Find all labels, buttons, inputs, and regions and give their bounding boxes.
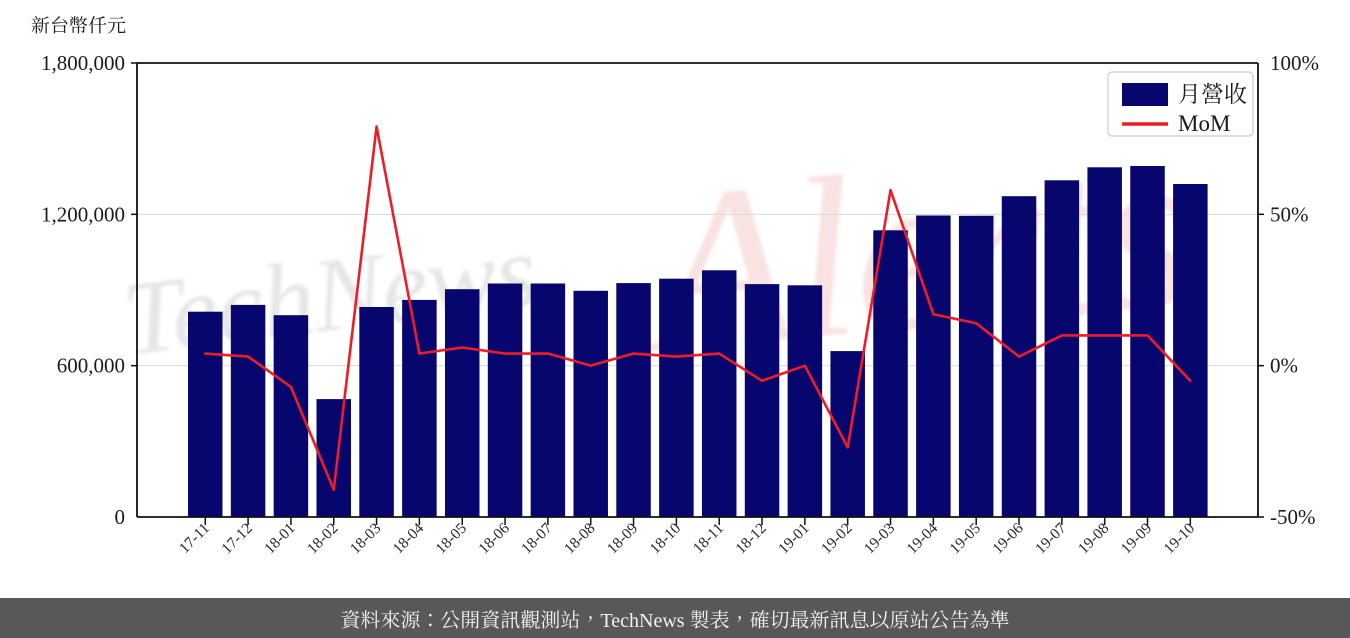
svg-text:18-10: 18-10	[647, 520, 685, 558]
svg-text:18-01: 18-01	[261, 520, 299, 558]
svg-text:17-12: 17-12	[218, 520, 256, 558]
svg-text:1,200,000: 1,200,000	[41, 202, 125, 226]
svg-text:18-12: 18-12	[732, 520, 770, 558]
svg-text:18-07: 18-07	[518, 520, 556, 558]
svg-text:19-08: 19-08	[1075, 520, 1113, 558]
svg-text:18-02: 18-02	[304, 520, 342, 558]
svg-text:100%: 100%	[1270, 51, 1319, 75]
svg-text:19-07: 19-07	[1032, 520, 1070, 558]
svg-text:18-08: 18-08	[561, 520, 599, 558]
svg-text:18-11: 18-11	[690, 520, 727, 557]
svg-text:19-03: 19-03	[861, 520, 899, 558]
svg-text:18-05: 18-05	[432, 520, 470, 558]
svg-text:19-02: 19-02	[818, 520, 856, 558]
svg-text:19-06: 19-06	[989, 520, 1027, 558]
svg-text:-50%: -50%	[1270, 505, 1316, 529]
svg-text:19-10: 19-10	[1161, 520, 1199, 558]
svg-text:1,800,000: 1,800,000	[41, 51, 125, 75]
svg-text:19-04: 19-04	[904, 520, 942, 558]
svg-text:0%: 0%	[1270, 354, 1298, 378]
svg-text:17-11: 17-11	[176, 520, 213, 557]
svg-text:MoM: MoM	[1178, 111, 1230, 136]
svg-text:19-05: 19-05	[946, 520, 984, 558]
svg-text:18-06: 18-06	[475, 520, 513, 558]
svg-text:18-09: 18-09	[604, 520, 642, 558]
svg-text:18-04: 18-04	[390, 520, 428, 558]
svg-text:月營收: 月營收	[1178, 82, 1247, 107]
svg-text:18-03: 18-03	[347, 520, 385, 558]
svg-text:19-09: 19-09	[1118, 520, 1156, 558]
svg-text:600,000: 600,000	[57, 354, 125, 378]
svg-text:50%: 50%	[1270, 202, 1309, 226]
svg-text:0: 0	[115, 505, 126, 529]
svg-text:19-01: 19-01	[775, 520, 813, 558]
